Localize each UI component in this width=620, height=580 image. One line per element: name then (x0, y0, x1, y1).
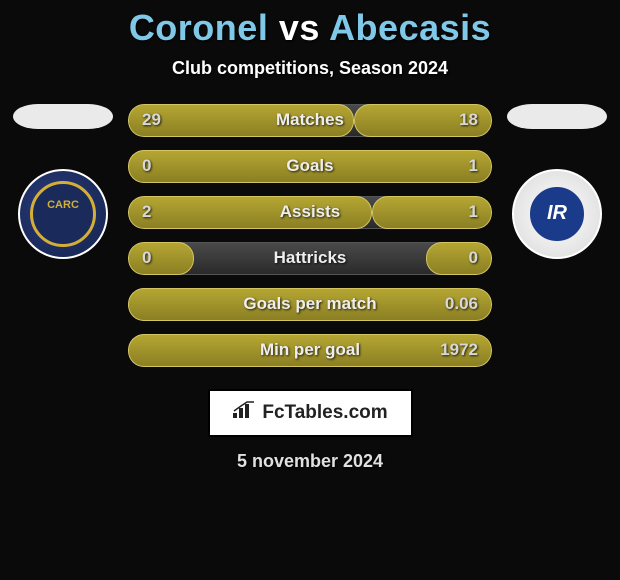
stat-value-left: 0 (142, 156, 151, 176)
footer-brand-badge: FcTables.com (208, 389, 413, 437)
stat-value-left: 0 (142, 248, 151, 268)
subtitle: Club competitions, Season 2024 (0, 58, 620, 79)
stat-bar-right (426, 242, 492, 275)
player2-name: Abecasis (329, 7, 491, 48)
left-side-column (8, 104, 118, 259)
stat-label: Goals (286, 156, 333, 176)
stat-label: Assists (280, 202, 340, 222)
main-row: 29 Matches 18 0 Goals 1 2 Assists 1 0 Hattricks 0 Go… (0, 104, 620, 367)
footer-date: 5 november 2024 (0, 451, 620, 472)
club-logo-left (18, 169, 108, 259)
stat-value-left: 2 (142, 202, 151, 222)
stat-value-right: 1 (469, 202, 478, 222)
vs-label: vs (279, 7, 320, 48)
stat-label: Matches (276, 110, 344, 130)
stat-value-right: 0 (469, 248, 478, 268)
stat-row: 2 Assists 1 (128, 196, 492, 229)
stat-label: Hattricks (274, 248, 347, 268)
player1-silhouette (13, 104, 113, 129)
stat-value-right: 1 (469, 156, 478, 176)
stat-value-right: 18 (459, 110, 478, 130)
stat-bar-left (128, 242, 194, 275)
club-logo-right (512, 169, 602, 259)
fctables-icon (232, 401, 256, 425)
player2-silhouette (507, 104, 607, 129)
footer-brand-text: FcTables.com (262, 402, 387, 424)
stat-row: 29 Matches 18 (128, 104, 492, 137)
stat-label: Goals per match (243, 294, 376, 314)
right-side-column (502, 104, 612, 259)
stat-row: 0 Hattricks 0 (128, 242, 492, 275)
stat-value-right: 0.06 (445, 294, 478, 314)
player1-name: Coronel (129, 7, 269, 48)
stats-column: 29 Matches 18 0 Goals 1 2 Assists 1 0 Hattricks 0 Go… (128, 104, 492, 367)
stat-value-left: 29 (142, 110, 161, 130)
stat-value-right: 1972 (440, 340, 478, 360)
stat-label: Min per goal (260, 340, 360, 360)
stat-row: 0 Goals 1 (128, 150, 492, 183)
stat-row: Min per goal 1972 (128, 334, 492, 367)
stat-row: Goals per match 0.06 (128, 288, 492, 321)
comparison-card: Coronel vs Abecasis Club competitions, S… (0, 0, 620, 472)
title-row: Coronel vs Abecasis (0, 8, 620, 48)
